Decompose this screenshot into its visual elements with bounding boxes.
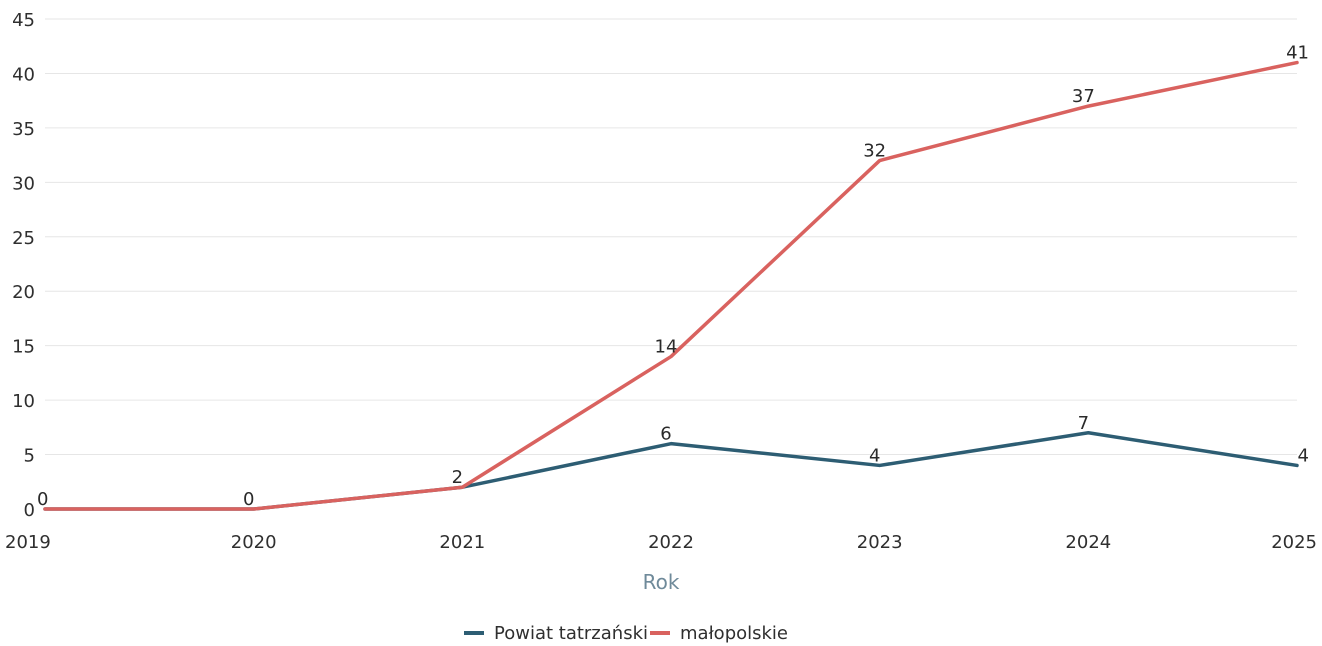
data-label: 0 [243,489,254,510]
x-tick-label: 2020 [231,532,277,553]
y-tick-label: 25 [12,228,35,249]
y-axis-ticks: 0 5 10 15 20 25 30 35 40 45 [12,10,35,521]
series-lines [43,60,1299,511]
data-label: 4 [1298,445,1309,466]
series-line-1 [43,60,1299,511]
y-tick-label: 35 [12,119,35,140]
y-tick-label: 30 [12,173,35,194]
legend-entry-0: Powiat tatrzański [494,623,648,644]
data-label: 4 [869,445,880,466]
y-tick-label: 15 [12,337,35,358]
x-axis-ticks: 2019 2020 2021 2022 2023 2024 2025 [5,532,1317,553]
y-tick-label: 5 [24,446,35,467]
x-tick-label: 2024 [1065,532,1111,553]
x-tick-label: 2022 [648,532,694,553]
x-axis-title: Rok [643,570,680,594]
data-label: 0 [37,489,48,510]
data-label: 32 [863,141,886,162]
data-label: 2 [452,467,463,488]
y-tick-label: 45 [12,10,35,31]
legend: Powiat tatrzański małopolskie [464,623,788,644]
gridlines [45,18,1297,456]
data-label: 37 [1072,86,1095,107]
data-labels: 6 4 7 4 0 0 2 14 32 37 41 [37,43,1309,510]
y-tick-label: 0 [24,500,35,521]
y-tick-label: 20 [12,282,35,303]
legend-entry-1: małopolskie [680,623,788,644]
y-tick-label: 10 [12,391,35,412]
x-tick-label: 2023 [857,532,903,553]
data-label: 41 [1286,43,1309,64]
data-label: 6 [660,424,671,445]
x-tick-label: 2021 [439,532,485,553]
y-tick-label: 40 [12,64,35,85]
data-label: 7 [1078,413,1089,434]
data-label: 14 [655,337,678,358]
x-tick-label: 2025 [1271,532,1317,553]
x-tick-label: 2019 [5,532,51,553]
